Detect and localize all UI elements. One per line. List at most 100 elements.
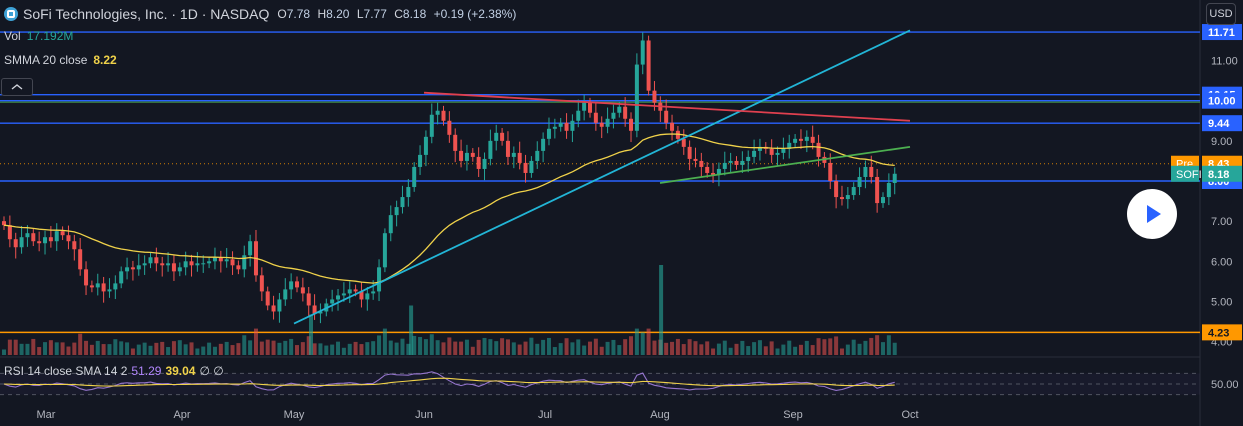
volume-bar — [72, 342, 77, 355]
candle-body — [365, 293, 370, 300]
candle-body — [646, 40, 651, 91]
candle-body — [130, 267, 135, 270]
candle-body — [265, 291, 270, 306]
volume-bar — [552, 347, 557, 355]
smma-legend[interactable]: SMMA 20 close 8.22 — [4, 53, 117, 67]
volume-bar — [476, 339, 481, 355]
candle-body — [289, 281, 294, 290]
level-label: 9.44 — [1208, 118, 1230, 130]
candle-body — [189, 261, 194, 266]
candle-body — [89, 285, 94, 288]
candle-body — [734, 160, 739, 165]
candle-body — [459, 150, 464, 161]
time-axis-label: Jul — [538, 409, 552, 421]
level-label-box — [1202, 24, 1242, 41]
price-tick-label: 9.00 — [1211, 136, 1232, 148]
volume-bar — [423, 339, 428, 355]
candle-body — [681, 138, 686, 147]
candle-body — [177, 267, 182, 272]
volume-bar — [78, 333, 83, 355]
candle-body — [875, 176, 880, 204]
symbol-title[interactable]: SoFi Technologies, Inc. · 1D · NASDAQ — [23, 6, 270, 22]
candle-body — [171, 263, 176, 272]
volume-bar — [148, 345, 153, 355]
volume-bar — [142, 342, 147, 355]
rsi-line — [3, 371, 895, 391]
time-axis-label: Aug — [650, 409, 670, 421]
volume-bar — [541, 339, 546, 355]
play-button[interactable] — [1127, 189, 1177, 239]
candle-body — [125, 267, 130, 272]
currency-button[interactable]: USD — [1206, 3, 1236, 25]
volume-legend[interactable]: Vol 17.192M — [4, 29, 73, 43]
volume-bar — [535, 343, 540, 355]
candle-body — [183, 261, 188, 268]
candle-body — [529, 160, 534, 173]
volume-bar — [863, 340, 868, 355]
candle-body — [781, 148, 786, 153]
volume-bar — [353, 341, 358, 355]
volume-bar — [382, 328, 387, 355]
candle-body — [881, 197, 885, 204]
candle-body — [330, 299, 335, 304]
candle-body — [505, 140, 510, 157]
legend-collapse-button[interactable] — [1, 78, 33, 96]
candle-body — [78, 249, 83, 270]
candle-body — [295, 281, 299, 288]
close-label: C — [394, 7, 403, 21]
rsi-sma-value: 39.04 — [165, 364, 196, 378]
volume-bar — [189, 342, 194, 355]
marker-value-box — [1202, 165, 1242, 182]
volume-bar — [318, 343, 323, 355]
volume-bar — [681, 344, 686, 355]
volume-bar — [699, 344, 704, 355]
volume-bar — [881, 342, 885, 355]
volume-bar — [441, 342, 446, 355]
candle-body — [722, 162, 727, 169]
volume-bar — [336, 341, 341, 355]
volume-value: 17.192M — [26, 29, 74, 43]
volume-bar — [212, 346, 217, 355]
candle-body — [224, 259, 229, 262]
rsi-extra-value: ∅ ∅ — [199, 364, 224, 378]
candle-body — [312, 305, 317, 314]
volume-label: Vol — [4, 29, 21, 43]
candle-body — [435, 110, 440, 115]
level-label-box — [1202, 92, 1242, 109]
volume-bar — [834, 336, 839, 355]
candle-body — [699, 160, 704, 167]
candle-body — [863, 166, 868, 177]
candle-body — [752, 150, 757, 157]
volume-bar — [107, 344, 112, 355]
candle-body — [201, 263, 206, 265]
volume-bar — [781, 344, 786, 355]
high-label: H — [317, 7, 327, 21]
volume-bar — [312, 343, 317, 355]
rsi-legend[interactable]: RSI 14 close SMA 14 2 51.29 39.04 ∅ ∅ — [4, 364, 224, 378]
rsi-value: 51.29 — [131, 364, 162, 378]
candle-body — [482, 158, 487, 169]
volume-bar — [787, 340, 792, 355]
volume-bar — [177, 340, 182, 355]
play-icon — [1147, 205, 1161, 223]
candle-body — [248, 241, 253, 256]
candle-body — [43, 237, 48, 244]
volume-bar — [582, 345, 587, 355]
candle-body — [593, 112, 598, 123]
level-label-box — [1202, 115, 1242, 132]
candle-body — [25, 233, 30, 238]
close-value: 8.18 — [402, 7, 427, 21]
volume-bar — [236, 343, 241, 355]
volume-bar — [828, 338, 833, 355]
candle-body — [798, 138, 803, 141]
candle-body — [236, 265, 241, 270]
volume-bar — [412, 335, 417, 355]
candle-body — [670, 122, 675, 131]
candle-body — [84, 269, 89, 286]
candle-body — [142, 263, 147, 266]
volume-bar — [892, 342, 897, 355]
open-value: 7.78 — [286, 7, 311, 21]
volume-bar — [839, 348, 844, 355]
time-axis-label: May — [284, 409, 305, 421]
